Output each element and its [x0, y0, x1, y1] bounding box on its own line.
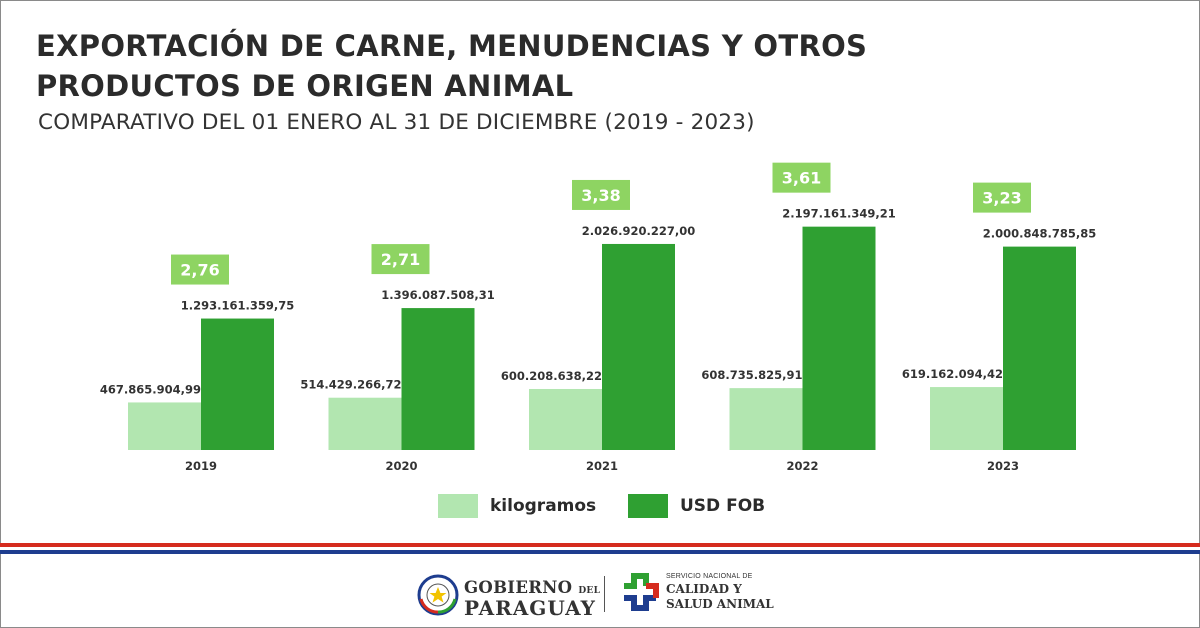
- gov-line-1: GOBIERNO: [464, 578, 573, 597]
- x-tick-label-2022: 2022: [786, 459, 818, 473]
- gobierno-del-paraguay-logo: GOBIERNO DEL PARAGUAY: [416, 574, 600, 618]
- price-badge-2023: [973, 182, 1031, 213]
- data-label-kilogramos-2020: 514.429.266,72: [300, 378, 401, 392]
- price-badge-2022: [772, 162, 831, 193]
- bar-kilogramos-2019: [128, 402, 201, 450]
- bar-usd-fob-2021: [602, 243, 675, 450]
- legend-label-kilogramos: kilogramos: [490, 496, 597, 516]
- national-emblem-icon: [417, 574, 459, 616]
- chart-title: Exportación de carne, menudencias y otro…: [36, 26, 867, 106]
- price-badge-label-2020: 2,71: [381, 250, 420, 269]
- bar-chart: 467.865.904,99 1.293.161.359,75 2,76 2019 51…: [100, 162, 1097, 473]
- bar-kilogramos-2020: [328, 397, 402, 450]
- price-badge-2021: [572, 179, 630, 210]
- price-badge-label-2021: 3,38: [581, 186, 620, 205]
- price-badge-label-2019: 2,76: [180, 261, 219, 280]
- bar-usd-fob-2023: [1003, 246, 1076, 450]
- data-label-kilogramos-2022: 608.735.825,91: [701, 368, 802, 382]
- legend-label-usd-fob: USD FOB: [680, 496, 766, 516]
- price-badge-label-2023: 3,23: [982, 189, 1021, 208]
- senacsa-cross-icon: [624, 573, 659, 611]
- bar-kilogramos-2023: [930, 387, 1003, 450]
- flag-stripe-white: [0, 547, 1200, 550]
- gov-del: DEL: [578, 586, 601, 596]
- x-tick-label-2019: 2019: [185, 459, 217, 473]
- chart-title-line-1: Exportación de carne, menudencias y otro…: [36, 29, 868, 63]
- chart-title-line-2: productos de origen animal: [36, 69, 574, 103]
- logo-divider: [604, 576, 605, 612]
- data-label-usd-fob-2021: 2.026.920.227,00: [582, 224, 696, 238]
- bar-kilogramos-2022: [729, 388, 803, 450]
- gobierno-text: GOBIERNO DEL PARAGUAY: [464, 578, 601, 620]
- data-label-usd-fob-2019: 1.293.161.359,75: [181, 299, 295, 313]
- legend-swatch-kilogramos: [438, 494, 478, 518]
- data-label-kilogramos-2021: 600.208.638,22: [501, 369, 602, 383]
- bar-usd-fob-2020: [401, 308, 475, 450]
- senacsa-line-1: CALIDAD Y: [666, 582, 742, 596]
- flag-stripe-red: [0, 543, 1200, 547]
- senacsa-logo: SERVICIO NACIONAL DE CALIDAD Y SALUD ANI…: [620, 572, 800, 616]
- senacsa-text: SERVICIO NACIONAL DE CALIDAD Y SALUD ANI…: [666, 573, 774, 612]
- price-badge-2019: [171, 254, 229, 285]
- bar-usd-fob-2019: [201, 318, 274, 450]
- bar-usd-fob-2022: [802, 226, 876, 450]
- flag-stripe-blue: [0, 550, 1200, 554]
- price-badge-label-2022: 3,61: [782, 169, 821, 188]
- legend-swatch-usd-fob: [628, 494, 668, 518]
- x-tick-label-2020: 2020: [385, 459, 417, 473]
- chart-subtitle: COMPARATIVO DEL 01 ENERO AL 31 DE DICIEM…: [38, 110, 755, 135]
- senacsa-line-2: SALUD ANIMAL: [666, 597, 774, 611]
- data-label-usd-fob-2020: 1.396.087.508,31: [381, 288, 495, 302]
- gov-line-2: PARAGUAY: [464, 596, 596, 620]
- bar-kilogramos-2021: [529, 388, 602, 450]
- x-tick-label-2021: 2021: [586, 459, 618, 473]
- data-label-usd-fob-2023: 2.000.848.785,85: [983, 227, 1097, 241]
- data-label-kilogramos-2019: 467.865.904,99: [100, 382, 201, 396]
- footer: GOBIERNO DEL PARAGUAY SERVICIO NACIONAL …: [0, 562, 1200, 628]
- senacsa-service-text: SERVICIO NACIONAL DE: [666, 573, 753, 580]
- x-tick-label-2023: 2023: [987, 459, 1019, 473]
- data-label-kilogramos-2023: 619.162.094,42: [902, 367, 1003, 381]
- data-label-usd-fob-2022: 2.197.161.349,21: [782, 207, 896, 221]
- price-badge-2020: [371, 244, 430, 275]
